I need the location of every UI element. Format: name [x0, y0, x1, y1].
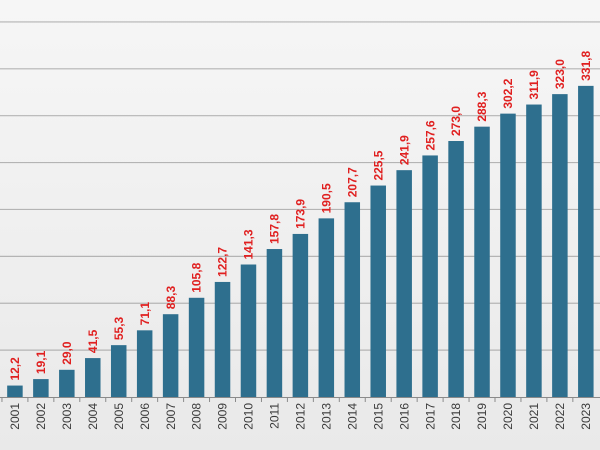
bar-2007 — [162, 314, 179, 397]
bar-2019 — [474, 126, 490, 398]
x-tick-label: 2007 — [164, 403, 178, 430]
bar-2020 — [500, 113, 516, 397]
bar-2004 — [85, 358, 101, 397]
x-tick-label: 2001 — [8, 403, 22, 430]
data-labels: 8,812,219,129,041,555,371,188,3105,8122,… — [8, 51, 593, 381]
bar-2001 — [7, 385, 23, 397]
x-axis: 2000200120022003200420052006200720082009… — [0, 397, 600, 430]
bar-2018 — [448, 141, 464, 397]
bar-2006 — [136, 330, 153, 397]
data-label: 55,3 — [112, 316, 126, 340]
bar-2002 — [33, 379, 49, 397]
x-tick-label: 2013 — [319, 403, 333, 430]
data-label: 88,3 — [164, 286, 178, 310]
x-tick-label: 2017 — [423, 403, 437, 430]
x-tick-label: 2008 — [190, 403, 204, 430]
data-label: 141,3 — [242, 229, 256, 259]
x-tick-label: 2015 — [371, 403, 385, 430]
data-label: 273,0 — [449, 106, 463, 136]
bar-2010 — [240, 264, 257, 397]
bar-2003 — [59, 369, 75, 397]
x-tick-label: 2016 — [397, 403, 411, 430]
bars — [7, 85, 594, 398]
bar-2022 — [552, 94, 568, 398]
x-tick-label: 2010 — [242, 403, 256, 430]
x-tick-label: 2023 — [579, 403, 593, 430]
data-label: 157,8 — [268, 214, 282, 244]
x-tick-label: 2022 — [553, 403, 567, 430]
data-label: 19,1 — [34, 350, 48, 374]
data-label: 12,2 — [8, 357, 22, 381]
data-label: 302,2 — [501, 78, 515, 108]
bar-2008 — [188, 297, 205, 397]
data-label: 323,0 — [553, 59, 567, 89]
x-tick-label: 2004 — [86, 403, 100, 430]
data-label: 331,8 — [579, 51, 593, 81]
bar-2009 — [214, 281, 231, 397]
data-label: 190,5 — [319, 183, 333, 213]
bar-2023 — [578, 85, 594, 397]
data-label: 311,9 — [527, 70, 541, 100]
data-label: 29,0 — [60, 341, 74, 365]
bar-2017 — [422, 155, 438, 397]
data-label: 71,1 — [138, 302, 152, 326]
x-tick-label: 2012 — [294, 403, 308, 430]
x-tick-label: 2009 — [216, 403, 230, 430]
data-label: 288,3 — [475, 91, 489, 121]
data-label: 241,9 — [397, 135, 411, 165]
bar-2011 — [266, 249, 283, 397]
x-tick-label: 2020 — [501, 403, 515, 430]
bar-2005 — [110, 345, 127, 397]
x-tick-label: 2006 — [138, 403, 152, 430]
bar-2021 — [526, 104, 542, 397]
bar-2012 — [292, 233, 309, 397]
x-tick-label: 2003 — [60, 403, 74, 430]
x-tick-label: 2021 — [527, 403, 541, 430]
bar-2013 — [318, 218, 335, 397]
data-label: 225,5 — [371, 150, 385, 180]
x-tick-label: 2002 — [34, 403, 48, 430]
x-tick-label: 2018 — [449, 403, 463, 430]
x-tick-label: 2011 — [268, 403, 282, 429]
x-tick-label: 2014 — [345, 403, 359, 430]
data-label: 122,7 — [216, 247, 230, 277]
bar-2016 — [396, 170, 412, 397]
bar-2015 — [370, 185, 386, 397]
data-label: 105,8 — [190, 262, 204, 292]
x-tick-label: 2019 — [475, 403, 489, 430]
bar-2014 — [344, 202, 361, 397]
data-label: 41,5 — [86, 329, 100, 353]
data-label: 173,9 — [294, 199, 308, 229]
data-label: 207,7 — [345, 167, 359, 197]
x-tick-label: 2005 — [112, 403, 126, 430]
data-label: 257,6 — [423, 120, 437, 150]
